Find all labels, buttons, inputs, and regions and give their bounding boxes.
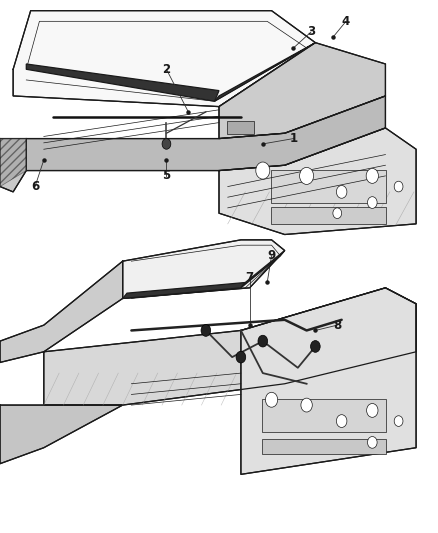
Polygon shape — [215, 43, 315, 101]
Circle shape — [367, 403, 378, 417]
Circle shape — [336, 415, 347, 427]
FancyBboxPatch shape — [271, 207, 386, 224]
Circle shape — [366, 168, 378, 183]
FancyBboxPatch shape — [227, 121, 254, 134]
Text: 3: 3 — [307, 26, 315, 38]
Circle shape — [333, 208, 342, 219]
Circle shape — [367, 197, 377, 208]
Polygon shape — [123, 282, 245, 298]
Polygon shape — [0, 405, 123, 464]
Circle shape — [265, 392, 278, 407]
Circle shape — [256, 162, 270, 179]
Circle shape — [236, 351, 246, 363]
FancyBboxPatch shape — [262, 439, 386, 454]
Text: 6: 6 — [31, 180, 39, 193]
Text: 9: 9 — [268, 249, 276, 262]
Polygon shape — [44, 288, 416, 405]
Text: 7: 7 — [246, 271, 254, 284]
Circle shape — [311, 341, 320, 352]
Polygon shape — [219, 128, 416, 235]
Circle shape — [300, 167, 314, 184]
Polygon shape — [26, 96, 385, 171]
Polygon shape — [0, 139, 26, 192]
Circle shape — [162, 139, 171, 149]
Polygon shape — [219, 43, 385, 139]
Text: 2: 2 — [162, 63, 170, 76]
FancyBboxPatch shape — [262, 399, 386, 432]
Circle shape — [301, 398, 312, 412]
Circle shape — [367, 437, 377, 448]
FancyBboxPatch shape — [271, 170, 386, 203]
Circle shape — [394, 181, 403, 192]
Polygon shape — [123, 240, 285, 298]
Polygon shape — [0, 139, 26, 187]
Circle shape — [336, 185, 347, 198]
Polygon shape — [0, 261, 123, 362]
Polygon shape — [26, 64, 219, 101]
Text: 1: 1 — [290, 132, 297, 145]
Circle shape — [394, 416, 403, 426]
Text: 4: 4 — [342, 15, 350, 28]
Circle shape — [201, 325, 211, 336]
Polygon shape — [241, 288, 416, 474]
Polygon shape — [241, 251, 285, 288]
Text: 8: 8 — [333, 319, 341, 332]
Circle shape — [258, 335, 268, 347]
Text: 5: 5 — [162, 169, 170, 182]
Polygon shape — [13, 11, 315, 107]
